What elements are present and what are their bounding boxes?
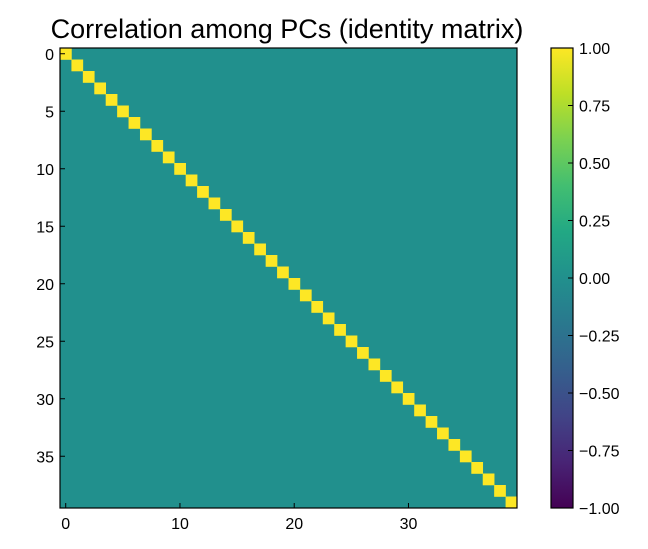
heatmap-cell-diagonal [334,324,346,336]
colorbar-tick-label: 1.00 [579,41,610,58]
heatmap-cell-diagonal [494,485,506,497]
colorbar-tick-label: −1.00 [579,501,620,518]
heatmap-cell-diagonal [139,128,152,141]
colorbar: 1.00 0.75 0.50 0.25 0.00 −0.25 −0.50 −0.75 −1.00 [550,41,620,518]
x-tick-label: 20 [285,516,303,533]
heatmap-cell-diagonal [231,220,244,233]
heatmap-cell-diagonal [471,462,484,474]
heatmap-cell-diagonal [277,266,289,279]
heatmap-cell-diagonal [117,105,129,118]
y-tick-label: 30 [36,392,54,409]
plot-frame [59,47,518,509]
colorbar-tick-label: −0.25 [579,329,620,346]
heatmap-cell-diagonal [482,473,495,486]
y-tick-label: 25 [36,334,54,351]
heatmap-cell-diagonal [379,370,392,382]
plot-area: 0 10 20 30 0 5 10 15 20 25 30 35 [36,47,518,533]
heatmap-cell-diagonal [151,140,164,152]
heatmap-cell-diagonal [254,243,266,256]
x-tick-label: 10 [171,516,189,533]
colorbar-tick-label: 0.00 [579,271,610,288]
heatmap-cell-diagonal [71,59,84,72]
heatmap-cell-diagonal [345,335,358,348]
heatmap-cell-diagonal [265,255,278,267]
y-tick-label: 15 [36,219,54,236]
y-tick-label: 20 [36,277,54,294]
heatmap-cell-diagonal [402,393,415,405]
colorbar-tick-label: −0.50 [579,386,620,403]
x-tick-label: 30 [400,516,418,533]
heatmap-cell-diagonal [425,416,438,428]
heatmap-cell-diagonal [128,117,141,129]
heatmap-cell-diagonal [322,312,335,325]
x-tick-label: 0 [61,516,70,533]
heatmap-cell-diagonal [299,289,312,302]
heatmap-cell-diagonal [448,439,461,451]
chart-title: Correlation among PCs (identity matrix) [51,14,524,44]
heatmap-cell-diagonal [357,347,369,359]
heatmap-cell-diagonal [311,301,324,313]
y-tick-label: 35 [36,449,54,466]
heatmap-cell-diagonal [368,358,381,371]
heatmap-cell-diagonal [105,94,118,106]
heatmap-cell-diagonal [242,232,255,244]
heatmap-cell-diagonal [437,427,449,440]
colorbar-tick-label: 0.50 [579,156,610,173]
y-tick-label: 10 [36,162,54,179]
heatmap-cell-diagonal [60,48,72,60]
heatmap-cell-diagonal [185,174,198,187]
heatmap-cell-diagonal [288,278,301,290]
heatmap-cell-diagonal [459,450,472,463]
heatmap-cell-diagonal [94,82,107,95]
colorbar-tick-label: −0.75 [579,444,620,461]
heatmap-cell-diagonal [219,209,232,221]
heatmap-cell-diagonal [174,163,186,175]
colorbar-tick-label: 0.25 [579,214,610,231]
heatmap-cell-diagonal [414,404,426,417]
heatmap-cell-diagonal [208,197,221,210]
heatmap-cell-diagonal [82,71,95,83]
heatmap-cell-diagonal [162,151,175,164]
heatmap-cell-diagonal [197,186,209,198]
colorbar-tick-label: 0.75 [579,99,610,116]
y-tick-label: 0 [45,47,54,64]
y-tick-label: 5 [45,104,54,121]
heatmap-cell-diagonal [391,381,404,394]
colorbar-gradient [551,48,573,508]
heatmap-cell-diagonal [505,496,518,509]
